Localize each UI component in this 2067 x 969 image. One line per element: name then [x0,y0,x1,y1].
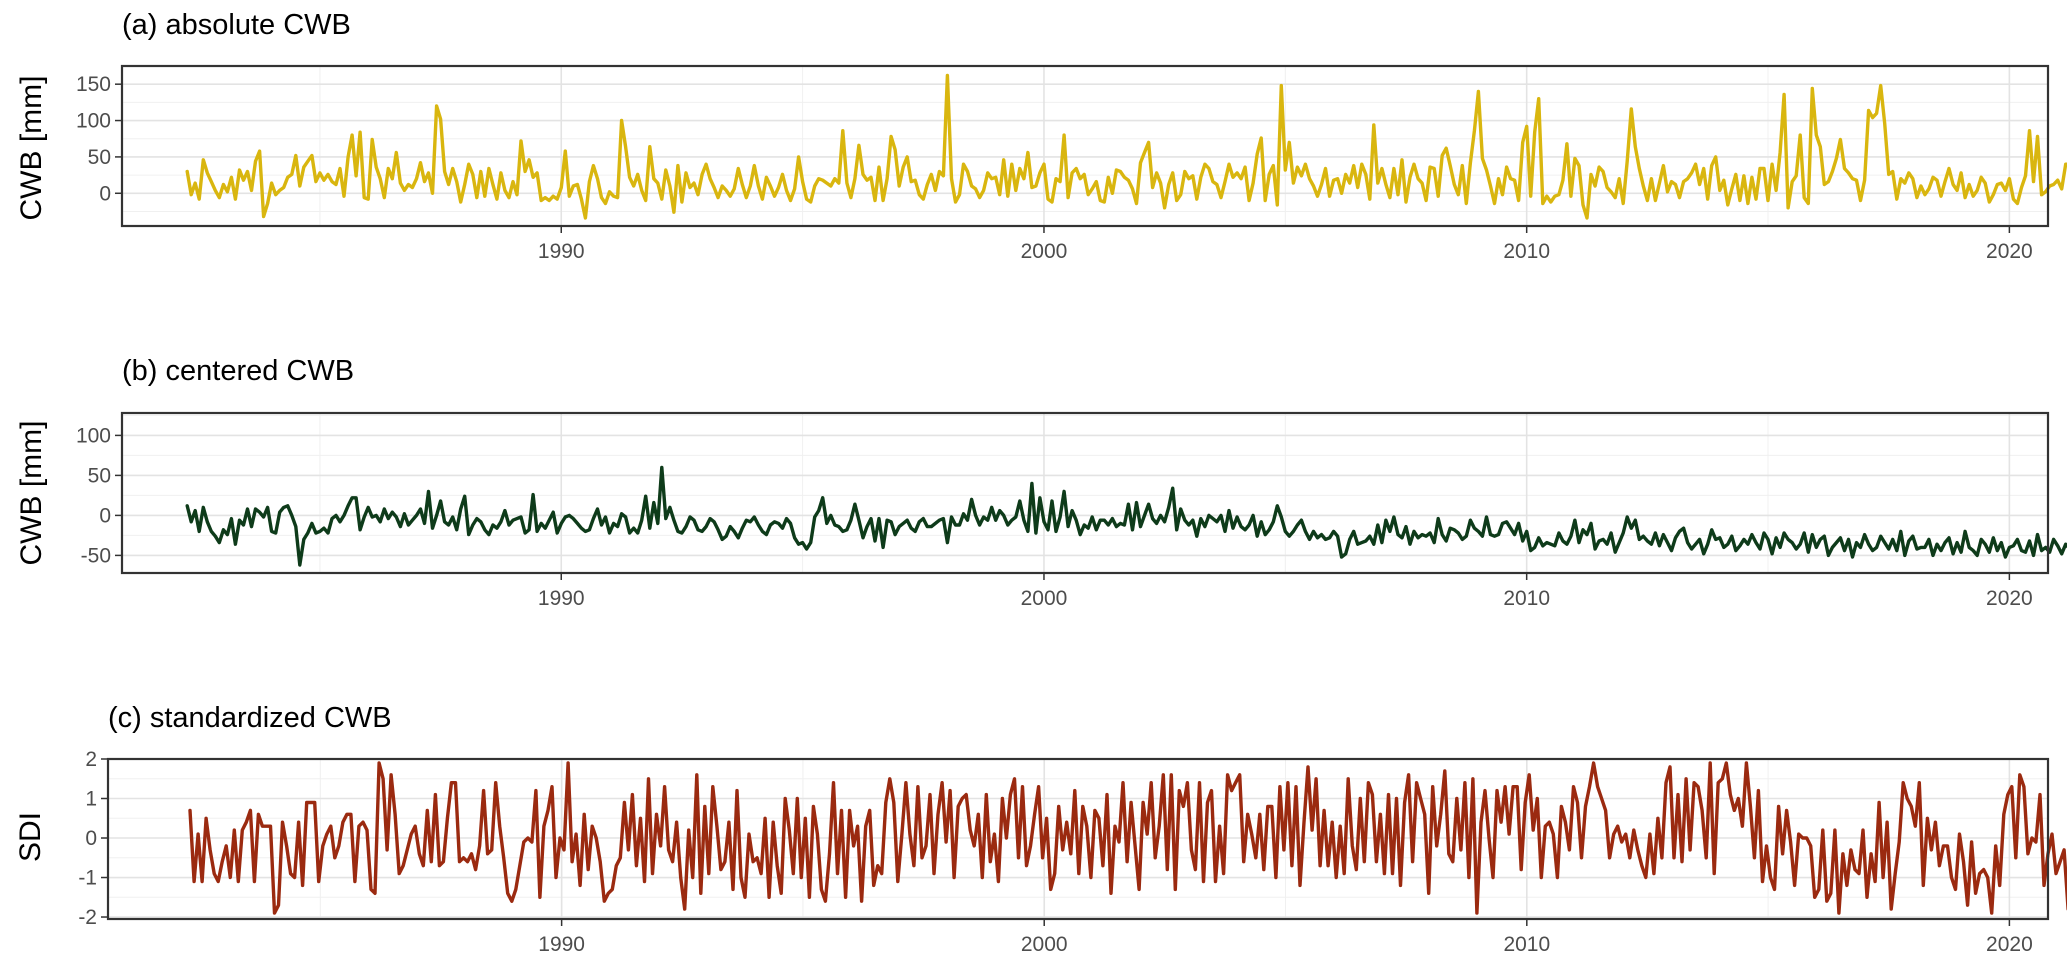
panel-a-grid [122,65,2048,226]
y-tick-label: 0 [85,827,97,850]
panel-b-y-axis-label: CWB [mm] [15,421,48,566]
panel-a: (a) absolute CWB CWB [mm] 1990 2000 2010 20… [15,9,2067,263]
y-tick-label: 50 [88,464,111,487]
y-tick-label: -2 [78,906,97,929]
y-tick-label: 100 [76,424,111,447]
panel-a-axes: 1990 2000 2010 2020 0 50 100 150 [76,73,2033,263]
panel-b-series [185,465,2067,567]
y-tick-label: 1 [85,788,97,811]
x-tick-label: 2010 [1503,240,1550,263]
x-tick-label: 2020 [1986,240,2033,263]
panel-a-title: (a) absolute CWB [122,9,351,41]
y-tick-label: -50 [81,544,111,567]
panel-b-plot-frame [120,411,2050,575]
panel-c-axes: 1990 2000 2010 2020 -2 -1 0 1 2 [78,748,2032,956]
panel-c: (c) standardized CWB SDI 1990 2000 2010 202… [14,702,2067,956]
y-tick-label: 0 [99,182,111,205]
y-tick-label: 50 [88,146,111,169]
panel-c-title: (c) standardized CWB [108,702,392,734]
x-tick-label: 1990 [538,933,585,956]
panel-b-axes: 1990 2000 2010 2020 -50 0 50 100 [76,424,2033,610]
panel-c-plot-frame [106,757,2050,921]
x-tick-label: 1990 [538,587,585,610]
panel-b: (b) centered CWB CWB [mm] 1990 2000 2010 20… [15,355,2067,610]
panel-b-title: (b) centered CWB [122,355,354,387]
x-tick-label: 2020 [1986,933,2033,956]
y-tick-label: 150 [76,73,111,96]
x-tick-label: 2010 [1503,587,1550,610]
panel-a-plot-frame [120,64,2050,228]
panel-a-series [185,73,2067,220]
panel-a-y-axis-label: CWB [mm] [15,76,48,221]
y-tick-label: 0 [99,504,111,527]
panel-c-y-axis-label: SDI [14,812,47,862]
y-tick-label: -1 [78,867,97,890]
y-tick-label: 2 [85,748,97,771]
series-line [185,73,2067,220]
series-line [188,761,2067,915]
x-tick-label: 2000 [1021,240,1068,263]
x-tick-label: 1990 [538,240,585,263]
panel-c-series [188,761,2067,915]
panel-b-grid [122,413,2048,573]
x-tick-label: 2020 [1986,587,2033,610]
x-tick-label: 2000 [1021,587,1068,610]
series-line [185,465,2067,567]
y-tick-label: 100 [76,110,111,133]
x-tick-label: 2010 [1503,933,1550,956]
x-tick-label: 2000 [1021,933,1068,956]
